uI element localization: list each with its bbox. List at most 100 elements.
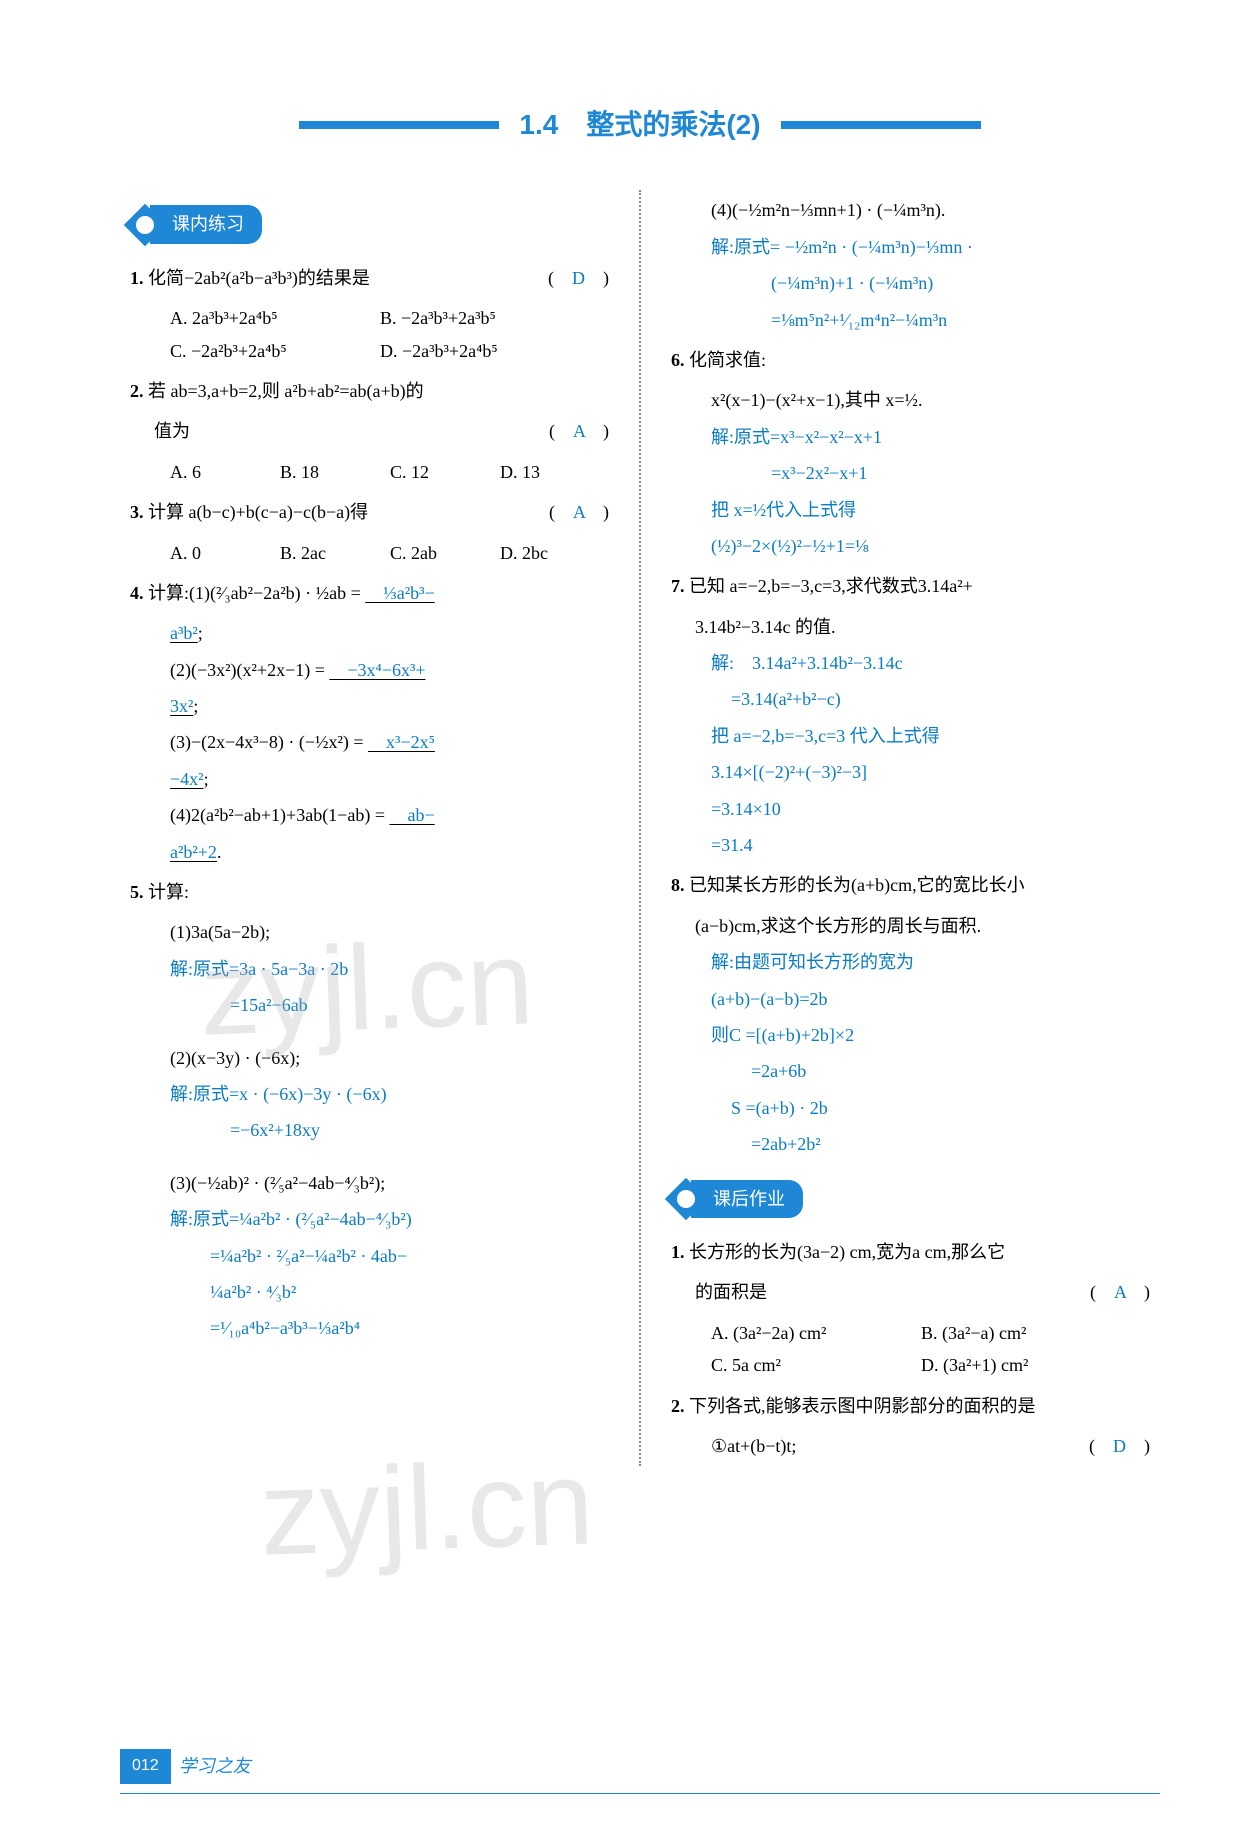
problem-8: 8. 已知某长方形的长为(a+b)cm,它的宽比长小 bbox=[671, 869, 1150, 901]
q5p3-expr: (3)(−½ab)² · (²⁄₅a²−4ab−⁴⁄₃b²); bbox=[130, 1167, 609, 1199]
q7-stem-a: 已知 a=−2,b=−3,c=3,求代数式3.14a²+ bbox=[689, 576, 973, 596]
q6-sol1: 解:原式=x³−x²−x²−x+1 bbox=[671, 421, 1150, 453]
q4p4-ans1: ab− bbox=[389, 805, 434, 825]
q4p1-line2: a³b²; bbox=[130, 617, 609, 649]
problem-6: 6. 化简求值: bbox=[671, 344, 1150, 376]
q1-opt-b: B. −2a³b³+2a³b⁵ bbox=[380, 302, 560, 334]
q8-stem-a: 已知某长方形的长为(a+b)cm,它的宽比长小 bbox=[689, 875, 1025, 895]
q5p3-sol3: ¼a²b² · ⁴⁄₃b² bbox=[130, 1276, 609, 1308]
q8-stem-b: (a−b)cm,求这个长方形的周长与面积. bbox=[671, 910, 1150, 942]
q3-opt-d: D. 2bc bbox=[500, 537, 580, 569]
footer-divider bbox=[120, 1793, 1160, 1794]
q4p2-ans1: −3x⁴−6x³+ bbox=[329, 660, 425, 680]
q2-opt-c: C. 12 bbox=[390, 456, 470, 488]
q4p4-lhs: (4)2(a²b²−ab+1)+3ab(1−ab) = bbox=[170, 805, 385, 825]
q4p1-lhs: (1)(²⁄₃ab²−2a²b) · ½ab = bbox=[189, 583, 361, 603]
q7-stem-b: 3.14b²−3.14c 的值. bbox=[671, 611, 1150, 643]
q4p2-line2: 3x²; bbox=[130, 690, 609, 722]
q5p4-expr: (4)(−½m²n−⅓mn+1) · (−¼m³n). bbox=[671, 194, 1150, 226]
q2-num: 2. bbox=[130, 381, 144, 401]
q1-stem: 化简−2ab²(a²b−a³b³)的结果是 bbox=[148, 268, 370, 288]
hw2-stem: 下列各式,能够表示图中阴影部分的面积的是 bbox=[689, 1396, 1036, 1416]
chapter-title: 1.4 整式的乘法(2) bbox=[499, 100, 780, 150]
hw1-stem-b: 的面积是 bbox=[695, 1282, 767, 1302]
hw2-opt1: ①at+(b−t)t; bbox=[671, 1430, 1150, 1462]
q5p1-sol1: 解:原式=3a · 5a−3a · 2b bbox=[130, 953, 609, 985]
q2-answer: A bbox=[573, 421, 585, 441]
q8-sol3: 则C =[(a+b)+2b]×2 bbox=[671, 1019, 1150, 1051]
q2-opt-a: A. 6 bbox=[170, 456, 250, 488]
left-column: 课内练习 1. 化简−2ab²(a²b−a³b³)的结果是 ( D ) A. 2… bbox=[120, 190, 619, 1466]
q5p3-sol1: 解:原式=¼a²b² · (²⁄₅a²−4ab−⁴⁄₃b²) bbox=[130, 1203, 609, 1235]
inclass-badge: 课内练习 bbox=[130, 205, 262, 243]
q4p1-tail: ; bbox=[198, 623, 203, 643]
problem-4: 4. 计算:(1)(²⁄₃ab²−2a²b) · ½ab = ⅓a²b³− bbox=[130, 577, 609, 609]
q4p3-ans2: −4x² bbox=[170, 769, 204, 789]
header-bar-left bbox=[299, 121, 499, 129]
problem-3: 3. 计算 a(b−c)+b(c−a)−c(b−a)得 ( A ) bbox=[130, 496, 609, 528]
q4p3-line2: −4x²; bbox=[130, 763, 609, 795]
q5p4-sol1: 解:原式= −½m²n · (−¼m³n)−⅓mn · bbox=[671, 231, 1150, 263]
q1-opt-a: A. 2a³b³+2a⁴b⁵ bbox=[170, 302, 350, 334]
hw2-answer: D bbox=[1113, 1436, 1126, 1456]
page-number: 012 bbox=[120, 1749, 171, 1784]
page-container: 1.4 整式的乘法(2) 课内练习 1. 化简−2ab²(a²b−a³b³)的结… bbox=[0, 0, 1250, 1526]
q5p3-sol4: =¹⁄₁₀a⁴b²−a³b³−⅓a²b⁴ bbox=[130, 1312, 609, 1344]
q5p2-expr: (2)(x−3y) · (−6x); bbox=[130, 1042, 609, 1074]
hw2-num: 2. bbox=[671, 1396, 685, 1416]
q7-sol5: =3.14×10 bbox=[671, 793, 1150, 825]
q4p3-tail: ; bbox=[204, 769, 209, 789]
hw1-answer: A bbox=[1114, 1282, 1126, 1302]
q2-options: A. 6 B. 18 C. 12 D. 13 bbox=[130, 456, 609, 488]
q1-opt-c: C. −2a²b³+2a⁴b⁵ bbox=[170, 335, 350, 367]
footer-title: 学习之友 bbox=[171, 1750, 251, 1782]
q3-stem: 计算 a(b−c)+b(c−a)−c(b−a)得 bbox=[148, 502, 368, 522]
q8-sol1: 解:由题可知长方形的宽为 bbox=[671, 946, 1150, 978]
q4p4-line2: a²b²+2. bbox=[130, 836, 609, 868]
q3-opt-c: C. 2ab bbox=[390, 537, 470, 569]
right-column: (4)(−½m²n−⅓mn+1) · (−¼m³n). 解:原式= −½m²n … bbox=[661, 190, 1160, 1466]
q3-opt-b: B. 2ac bbox=[280, 537, 360, 569]
q3-answer: A bbox=[573, 502, 585, 522]
q4p3-ans1: x³−2x⁵ bbox=[368, 732, 435, 752]
hw1-num: 1. bbox=[671, 1242, 685, 1262]
hw-problem-2: 2. 下列各式,能够表示图中阴影部分的面积的是 bbox=[671, 1390, 1150, 1422]
q4p4-ans2: a²b²+2 bbox=[170, 842, 217, 862]
q2-stem-b: 值为 bbox=[154, 421, 190, 441]
hw1-opt-b: B. (3a²−a) cm² bbox=[921, 1317, 1101, 1349]
q7-sol2: =3.14(a²+b²−c) bbox=[671, 683, 1150, 715]
homework-badge: 课后作业 bbox=[671, 1180, 803, 1218]
q7-sol3: 把 a=−2,b=−3,c=3 代入上式得 bbox=[671, 720, 1150, 752]
badge-label-inclass: 课内练习 bbox=[150, 205, 262, 243]
q3-options: A. 0 B. 2ac C. 2ab D. 2bc bbox=[130, 537, 609, 569]
q6-sol4: (½)³−2×(½)²−½+1=⅛ bbox=[671, 530, 1150, 562]
problem-1: 1. 化简−2ab²(a²b−a³b³)的结果是 ( D ) bbox=[130, 262, 609, 294]
hw1-stem-a: 长方形的长为(3a−2) cm,宽为a cm,那么它 bbox=[689, 1242, 1005, 1262]
hw1-opt-d: D. (3a²+1) cm² bbox=[921, 1349, 1101, 1381]
hw1-opt-c: C. 5a cm² bbox=[711, 1349, 891, 1381]
q6-label: 化简求值: bbox=[689, 350, 766, 370]
hw1-opt-a: A. (3a²−2a) cm² bbox=[711, 1317, 891, 1349]
q1-opt-d: D. −2a³b³+2a⁴b⁵ bbox=[380, 335, 560, 367]
q6-expr: x²(x−1)−(x²+x−1),其中 x=½. bbox=[671, 384, 1150, 416]
q7-sol1: 解: 3.14a²+3.14b²−3.14c bbox=[671, 647, 1150, 679]
q5-label: 计算: bbox=[148, 882, 189, 902]
problem-2b: 值为 ( A ) bbox=[130, 415, 609, 447]
q4p3-lhs: (3)−(2x−4x³−8) · (−½x²) = bbox=[170, 732, 364, 752]
q4p2: (2)(−3x²)(x²+2x−1) = −3x⁴−6x³+ bbox=[130, 654, 609, 686]
q4p2-ans2: 3x² bbox=[170, 696, 193, 716]
badge-label-homework: 课后作业 bbox=[691, 1180, 803, 1218]
q5p4-sol2: (−¼m³n)+1 · (−¼m³n) bbox=[671, 267, 1150, 299]
problem-7: 7. 已知 a=−2,b=−3,c=3,求代数式3.14a²+ bbox=[671, 570, 1150, 602]
q4p3: (3)−(2x−4x³−8) · (−½x²) = x³−2x⁵ bbox=[130, 726, 609, 758]
page-footer: 012 学习之友 bbox=[120, 1749, 251, 1784]
q3-opt-a: A. 0 bbox=[170, 537, 250, 569]
q2-stem-a: 若 ab=3,a+b=2,则 a²b+ab²=ab(a+b)的 bbox=[148, 381, 424, 401]
q4p2-tail: ; bbox=[193, 696, 198, 716]
q5p1-expr: (1)3a(5a−2b); bbox=[130, 916, 609, 948]
q4-num: 4. bbox=[130, 583, 144, 603]
q4-label: 计算: bbox=[148, 583, 189, 603]
q3-num: 3. bbox=[130, 502, 144, 522]
hw1-options: A. (3a²−2a) cm² B. (3a²−a) cm² C. 5a cm²… bbox=[671, 1317, 1150, 1382]
q6-sol2: =x³−2x²−x+1 bbox=[671, 457, 1150, 489]
